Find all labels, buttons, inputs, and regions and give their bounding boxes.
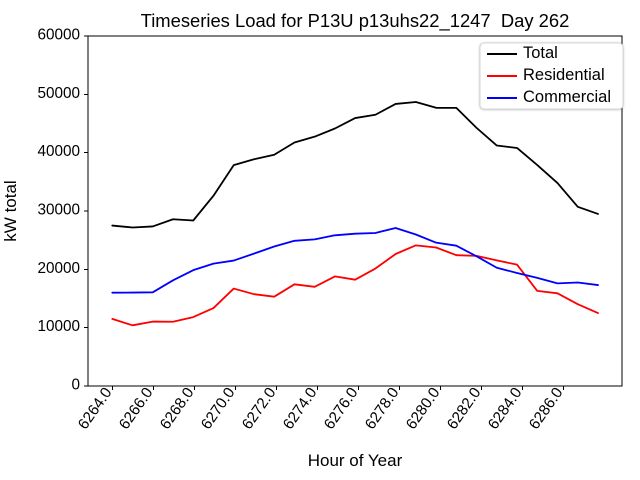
svg-text:Commercial: Commercial xyxy=(523,88,611,106)
svg-text:20000: 20000 xyxy=(37,260,80,277)
svg-text:Residential: Residential xyxy=(523,66,605,84)
svg-text:kW total: kW total xyxy=(1,180,20,241)
svg-text:6270.0: 6270.0 xyxy=(198,385,239,433)
svg-text:30000: 30000 xyxy=(37,202,80,219)
svg-text:Hour of Year: Hour of Year xyxy=(308,451,403,470)
svg-text:50000: 50000 xyxy=(37,85,80,102)
svg-text:6286.0: 6286.0 xyxy=(526,385,567,433)
svg-text:60000: 60000 xyxy=(37,27,80,44)
svg-text:6276.0: 6276.0 xyxy=(321,385,362,433)
svg-text:6266.0: 6266.0 xyxy=(116,385,157,433)
svg-text:6274.0: 6274.0 xyxy=(280,385,321,433)
svg-text:6282.0: 6282.0 xyxy=(444,385,485,433)
svg-text:6284.0: 6284.0 xyxy=(485,385,526,433)
svg-text:40000: 40000 xyxy=(37,143,80,160)
svg-text:Total: Total xyxy=(523,44,558,62)
svg-text:6272.0: 6272.0 xyxy=(239,385,280,433)
svg-text:10000: 10000 xyxy=(37,318,80,335)
svg-text:0: 0 xyxy=(71,377,80,394)
svg-text:6264.0: 6264.0 xyxy=(75,385,116,433)
svg-text:6278.0: 6278.0 xyxy=(362,385,403,433)
svg-text:6268.0: 6268.0 xyxy=(157,385,198,433)
svg-text:Timeseries Load for P13U p13uh: Timeseries Load for P13U p13uhs22_1247 D… xyxy=(141,10,570,32)
svg-text:6280.0: 6280.0 xyxy=(403,385,444,433)
